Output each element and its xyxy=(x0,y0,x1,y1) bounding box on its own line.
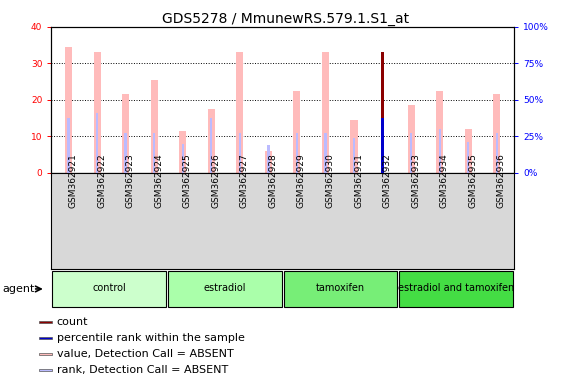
Bar xyxy=(296,133,298,173)
Text: GSM362928: GSM362928 xyxy=(268,153,278,208)
Text: GSM362935: GSM362935 xyxy=(468,153,477,208)
Bar xyxy=(39,353,52,355)
Bar xyxy=(39,321,52,323)
Bar xyxy=(436,91,443,173)
Bar xyxy=(467,142,469,173)
Bar xyxy=(208,109,215,173)
Bar xyxy=(122,94,129,173)
Bar xyxy=(179,131,186,173)
Text: control: control xyxy=(93,283,126,293)
Bar xyxy=(496,133,498,173)
Text: GSM362934: GSM362934 xyxy=(440,153,449,208)
Bar xyxy=(351,120,357,173)
Bar xyxy=(267,146,270,173)
Bar xyxy=(493,94,500,173)
Bar xyxy=(381,118,384,173)
Bar xyxy=(153,133,155,173)
Bar xyxy=(39,337,52,339)
Bar xyxy=(210,118,212,173)
Text: tamoxifen: tamoxifen xyxy=(316,283,365,293)
Text: GSM362927: GSM362927 xyxy=(240,153,249,208)
Bar xyxy=(293,91,300,173)
Text: GSM362929: GSM362929 xyxy=(297,153,306,208)
Bar xyxy=(182,144,184,173)
Text: agent: agent xyxy=(3,284,35,294)
Bar xyxy=(410,133,412,173)
Bar xyxy=(439,129,441,173)
Bar xyxy=(322,53,329,173)
Text: GSM362930: GSM362930 xyxy=(325,153,335,208)
FancyBboxPatch shape xyxy=(284,271,397,307)
Text: GSM362933: GSM362933 xyxy=(411,153,420,208)
Text: GSM362932: GSM362932 xyxy=(383,153,392,208)
Bar xyxy=(265,151,272,173)
Bar xyxy=(408,105,415,173)
Text: count: count xyxy=(57,317,89,327)
Text: GSM362936: GSM362936 xyxy=(497,153,506,208)
Bar xyxy=(65,47,72,173)
Bar xyxy=(381,53,384,173)
Text: percentile rank within the sample: percentile rank within the sample xyxy=(57,333,245,343)
Text: GSM362926: GSM362926 xyxy=(211,153,220,208)
Text: GSM362931: GSM362931 xyxy=(354,153,363,208)
Bar xyxy=(324,133,327,173)
Bar xyxy=(96,113,98,173)
Text: value, Detection Call = ABSENT: value, Detection Call = ABSENT xyxy=(57,349,234,359)
Bar xyxy=(239,133,241,173)
Bar xyxy=(465,129,472,173)
FancyBboxPatch shape xyxy=(168,271,282,307)
Text: GSM362921: GSM362921 xyxy=(69,153,78,208)
Text: GSM362922: GSM362922 xyxy=(97,153,106,208)
Text: GSM362923: GSM362923 xyxy=(126,153,135,208)
Text: estradiol and tamoxifen: estradiol and tamoxifen xyxy=(398,283,514,293)
FancyBboxPatch shape xyxy=(53,271,166,307)
FancyBboxPatch shape xyxy=(399,271,513,307)
Text: estradiol: estradiol xyxy=(204,283,246,293)
Text: GSM362925: GSM362925 xyxy=(183,153,192,208)
Text: GSM362924: GSM362924 xyxy=(154,153,163,208)
Text: rank, Detection Call = ABSENT: rank, Detection Call = ABSENT xyxy=(57,365,228,375)
Bar xyxy=(124,133,127,173)
Bar xyxy=(67,118,70,173)
Bar xyxy=(353,138,355,173)
Bar xyxy=(39,369,52,371)
Bar xyxy=(94,53,100,173)
Bar xyxy=(151,80,158,173)
Bar xyxy=(236,53,243,173)
Text: GDS5278 / MmunewRS.579.1.S1_at: GDS5278 / MmunewRS.579.1.S1_at xyxy=(162,12,409,25)
